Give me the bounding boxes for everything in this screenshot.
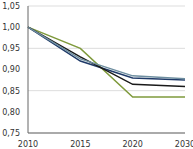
svg-text:0,85: 0,85 xyxy=(8,87,20,96)
svg-text:0,90: 0,90 xyxy=(8,65,20,74)
svg-text:0,95: 0,95 xyxy=(8,44,20,53)
svg-text:0,75: 0,75 xyxy=(8,129,20,138)
svg-text:0,80: 0,80 xyxy=(8,108,20,117)
svg-text:1,00: 1,00 xyxy=(8,23,20,32)
svg-text:2015: 2015 xyxy=(70,140,90,149)
svg-text:2020: 2020 xyxy=(122,140,142,149)
svg-text:1,05: 1,05 xyxy=(8,2,20,11)
svg-text:2010: 2010 xyxy=(18,140,38,149)
svg-text:2030: 2030 xyxy=(175,140,185,149)
